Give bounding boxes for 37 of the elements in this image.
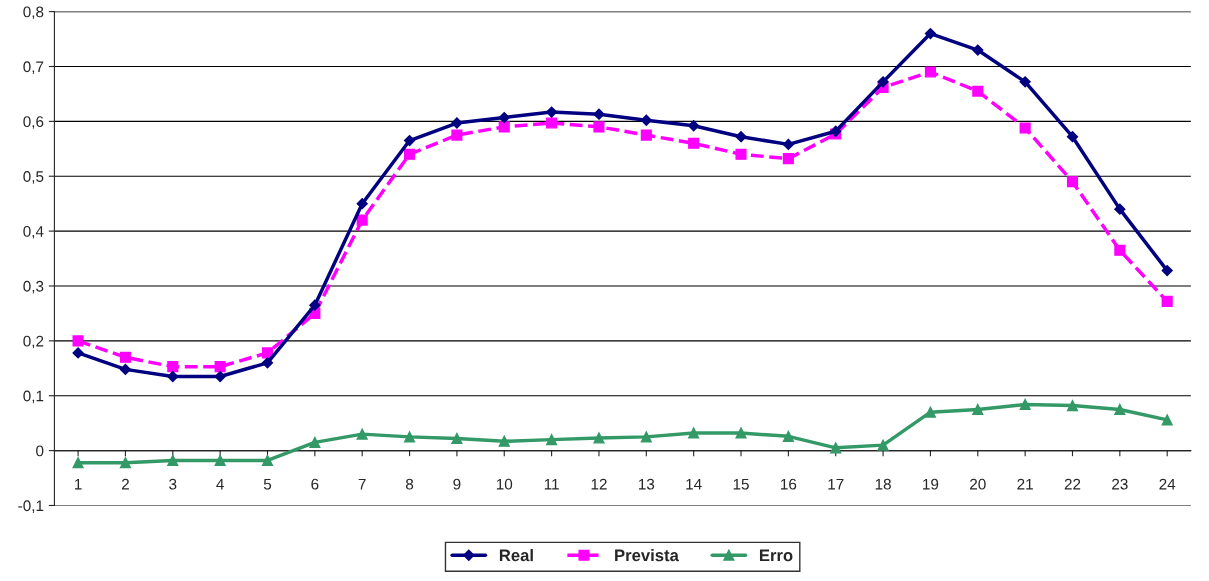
x-tick-label: 4	[216, 478, 224, 490]
x-tick-label: 10	[496, 478, 513, 490]
legend-label: Real	[499, 549, 533, 562]
x-tick-label: 22	[1064, 478, 1081, 490]
x-tick-label: 14	[686, 478, 702, 490]
x-tick-label: 18	[875, 478, 891, 490]
x-tick-label: 7	[358, 478, 366, 490]
x-tick-label: 6	[311, 478, 319, 490]
x-tick-label: 5	[263, 478, 272, 490]
x-tick-label: 20	[970, 478, 986, 490]
y-tick-label: -0,1	[18, 500, 44, 513]
y-tick-label: 0,6	[23, 116, 44, 129]
x-tick-label: 12	[591, 478, 607, 490]
y-tick-label: 0,5	[23, 171, 44, 184]
y-tick-label: 0,3	[23, 280, 44, 294]
x-tick-label: 23	[1112, 478, 1128, 490]
x-tick-label: 2	[121, 478, 129, 490]
x-tick-label: 24	[1159, 478, 1176, 490]
y-tick-label: 0	[36, 445, 44, 457]
x-tick-label: 19	[923, 478, 939, 490]
y-tick-label: 0,2	[23, 335, 44, 349]
x-tick-label: 21	[1017, 478, 1033, 490]
x-tick-label: 15	[733, 478, 749, 490]
y-tick-label: 0,7	[23, 61, 44, 74]
y-tick-label: 0,8	[23, 6, 44, 20]
y-tick-label: 0,1	[23, 390, 44, 404]
legend-label: Erro	[759, 549, 793, 562]
x-tick-label: 17	[828, 478, 844, 490]
x-tick-label: 8	[405, 478, 414, 490]
x-tick-label: 1	[75, 478, 82, 490]
x-tick-label: 16	[781, 478, 797, 490]
x-tick-label: 3	[169, 478, 177, 490]
x-tick-label: 11	[544, 478, 559, 490]
x-tick-label: 9	[453, 478, 461, 490]
legend-label: Prevista	[615, 549, 679, 562]
x-tick-label: 13	[638, 478, 655, 490]
y-tick-label: 0,4	[23, 225, 44, 239]
